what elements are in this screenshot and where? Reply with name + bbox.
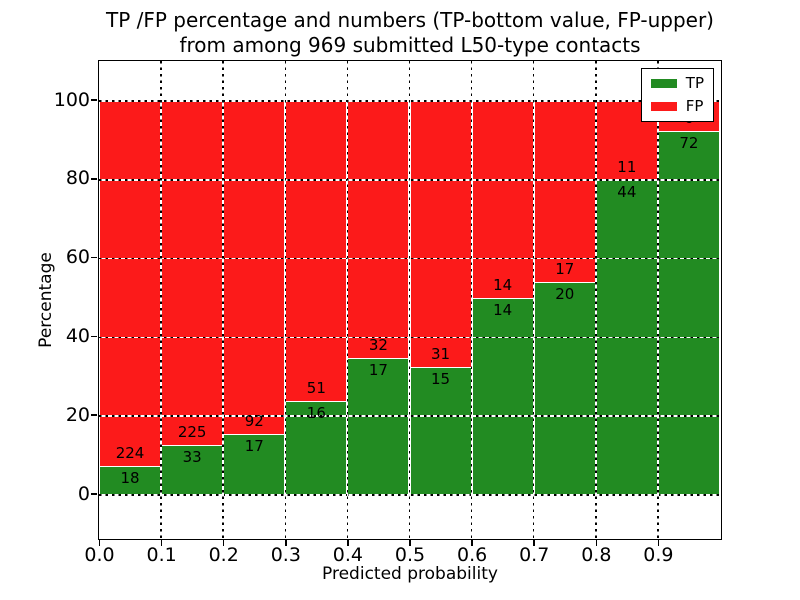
tp-count-label: 15 [431,369,451,388]
bar-tp-segment [657,131,720,495]
v-gridline [408,61,411,539]
tp-count-label: 17 [368,361,388,380]
bar-tp-segment [409,366,472,495]
x-tick-mark [285,540,287,546]
x-tick-mark [98,540,101,546]
v-gridline [284,61,287,539]
fp-count-label: 51 [306,378,326,397]
v-gridline [346,61,349,539]
legend-label-tp: TP [685,74,704,92]
x-tick-mark [595,540,598,546]
v-gridline [160,61,162,539]
y-tick-label: 60 [65,246,90,269]
tp-count-label: 14 [493,301,513,319]
legend-swatch-fp [650,102,677,111]
fp-count-label: 11 [617,157,637,176]
tp-count-label: 72 [679,134,699,153]
x-tick-label: 0.9 [643,544,674,566]
bar-fp-segment [161,101,224,445]
fp-count-label: 225 [177,422,207,441]
bar-fp-segment [285,101,348,401]
bar-tp-segment [223,433,286,495]
bar-fp-segment [533,101,596,283]
x-tick-mark [347,540,349,546]
tp-count-label: 18 [120,468,140,487]
bar-tp-segment [471,298,534,495]
y-tick-mark [91,414,97,416]
x-tick-label: 0.7 [519,544,550,566]
chart-title: TP /FP percentage and numbers (TP-bottom… [88,8,732,58]
chart-title-line2: from among 969 submitted L50-type contac… [179,33,641,57]
x-tick-label: 0.8 [581,544,612,566]
x-tick-label: 0.3 [270,544,301,566]
x-tick-label: 0.0 [84,544,115,566]
x-tick-mark [409,540,411,546]
fp-count-label: 92 [244,411,264,430]
y-tick-mark [91,256,97,259]
y-tick-mark [91,178,97,180]
legend-label-fp: FP [685,97,704,115]
legend-item-fp: FP [650,97,704,115]
x-tick-label: 0.4 [332,544,363,566]
fp-count-label: 31 [431,344,451,363]
y-tick-mark [91,493,97,495]
y-tick-label: 0 [77,482,90,505]
y-tick-label: 100 [53,88,90,111]
x-tick-mark [471,540,473,546]
tp-count-label: 20 [555,285,575,304]
y-tick-label: 40 [65,324,90,347]
tp-count-label: 17 [244,436,264,455]
x-tick-mark [160,540,163,546]
bar-tp-segment [161,444,224,495]
v-gridline [595,61,597,539]
x-tick-label: 0.1 [146,544,177,566]
x-tick-label: 0.2 [208,544,239,566]
bar-fp-segment [347,101,410,359]
y-tick-label: 80 [65,167,90,190]
bar-tp-segment [347,358,410,495]
legend: TP FP [640,68,714,122]
chart-title-line1: TP /FP percentage and numbers (TP-bottom… [106,8,714,32]
fp-count-label: 224 [115,443,145,462]
legend-item-tp: TP [650,74,704,92]
bar-tp-segment [533,282,596,495]
bar-tp-segment [99,465,162,495]
x-tick-label: 0.6 [456,544,488,566]
v-gridline [532,61,535,539]
tp-count-label: 16 [306,403,326,422]
x-axis-label: Predicted probability [322,564,498,584]
bar-fp-segment [223,101,286,434]
bar-fp-segment [99,101,162,466]
x-tick-label: 0.5 [394,544,426,566]
bar-fp-segment [409,101,472,367]
x-tick-mark [222,540,225,546]
x-tick-mark [533,540,535,546]
bar-fp-segment [471,101,534,298]
v-gridline [470,61,473,539]
v-gridline [222,61,224,539]
legend-swatch-tp [650,79,677,88]
tp-count-label: 44 [617,182,637,201]
fp-count-label: 32 [368,336,388,355]
y-tick-label: 20 [65,403,90,426]
y-tick-mark [91,335,97,338]
x-tick-mark [657,540,660,546]
fp-count-label: 17 [555,260,575,279]
tp-count-label: 33 [182,447,202,466]
y-tick-mark [91,99,97,101]
v-gridline [657,61,659,539]
plot-area: 2241822533921751163217311514141720114467… [98,60,722,540]
fp-count-label: 14 [493,276,513,294]
